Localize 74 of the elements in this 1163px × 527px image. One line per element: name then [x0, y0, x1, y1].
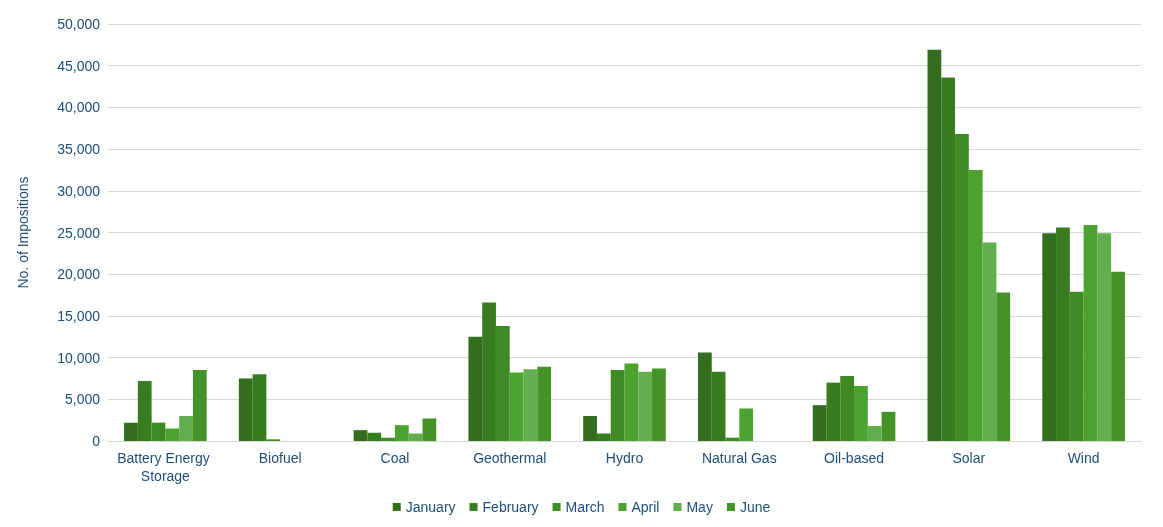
x-tick-label: Solar — [952, 450, 986, 466]
bar — [711, 371, 726, 441]
x-tick-label: Oil-based — [824, 450, 885, 466]
y-tick-label: 20,000 — [57, 266, 101, 283]
bar — [996, 292, 1011, 441]
x-tick-label: Coal — [380, 450, 410, 466]
bar — [739, 408, 754, 441]
bar — [854, 385, 868, 441]
bar — [697, 352, 712, 441]
bar — [982, 242, 997, 441]
bar — [1042, 233, 1057, 441]
y-tick-label: 40,000 — [57, 99, 101, 116]
legend-label: February — [482, 499, 539, 515]
legend-label: January — [405, 499, 456, 515]
y-tick-label: 45,000 — [57, 57, 101, 74]
y-tick-label: 35,000 — [57, 141, 101, 158]
bar — [367, 432, 382, 441]
bar — [353, 430, 368, 441]
bar — [1056, 227, 1070, 441]
bar — [495, 325, 510, 441]
bar — [867, 425, 882, 441]
y-tick-label: 25,000 — [57, 224, 101, 241]
bar — [509, 372, 524, 441]
bar — [638, 371, 653, 441]
bar — [381, 437, 395, 441]
bar — [652, 368, 666, 441]
y-tick-label: 0 — [92, 433, 101, 449]
x-tick-label: Battery Energy Storage — [117, 450, 214, 484]
bar — [840, 375, 855, 441]
y-axis-title: No. of Impositions — [15, 176, 31, 289]
bar — [812, 405, 827, 441]
y-tick-label: 15,000 — [57, 307, 101, 324]
y-tick-label: 30,000 — [57, 182, 101, 199]
x-tick-label: Natural Gas — [701, 450, 777, 466]
bar — [151, 422, 166, 441]
bar — [408, 433, 423, 441]
x-tick-label: Geothermal — [473, 450, 547, 466]
legend-label: June — [739, 499, 771, 515]
bar — [422, 418, 437, 441]
bar — [394, 425, 409, 441]
y-tick-label: 50,000 — [57, 16, 101, 32]
bar — [523, 369, 538, 441]
bar — [537, 366, 552, 441]
bar — [1083, 224, 1098, 441]
bar — [238, 378, 253, 441]
x-tick-label: Biofuel — [258, 450, 302, 466]
bar — [192, 370, 207, 441]
bar — [179, 415, 193, 441]
bar — [610, 370, 625, 441]
bar — [468, 336, 483, 441]
legend-label: May — [686, 499, 713, 515]
bar — [165, 428, 180, 441]
bar — [124, 422, 138, 441]
bar — [596, 433, 611, 441]
bar — [968, 169, 983, 441]
bar — [1111, 271, 1125, 441]
x-tick-label: Hydro — [605, 450, 644, 466]
bar — [1097, 233, 1112, 441]
legend-label: March — [565, 499, 605, 515]
y-tick-label: 10,000 — [57, 349, 101, 366]
bar — [927, 49, 942, 441]
bar — [955, 134, 969, 441]
bar — [583, 415, 597, 441]
bar — [941, 77, 956, 441]
bar — [252, 374, 267, 441]
bar — [482, 302, 496, 441]
bar — [881, 411, 896, 441]
x-tick-label: Wind — [1067, 450, 1100, 466]
bar — [137, 380, 152, 441]
legend-label: April — [631, 499, 660, 515]
y-tick-label: 5,000 — [64, 391, 101, 408]
bar — [826, 382, 841, 441]
bar — [1069, 291, 1084, 441]
bar — [624, 363, 639, 441]
